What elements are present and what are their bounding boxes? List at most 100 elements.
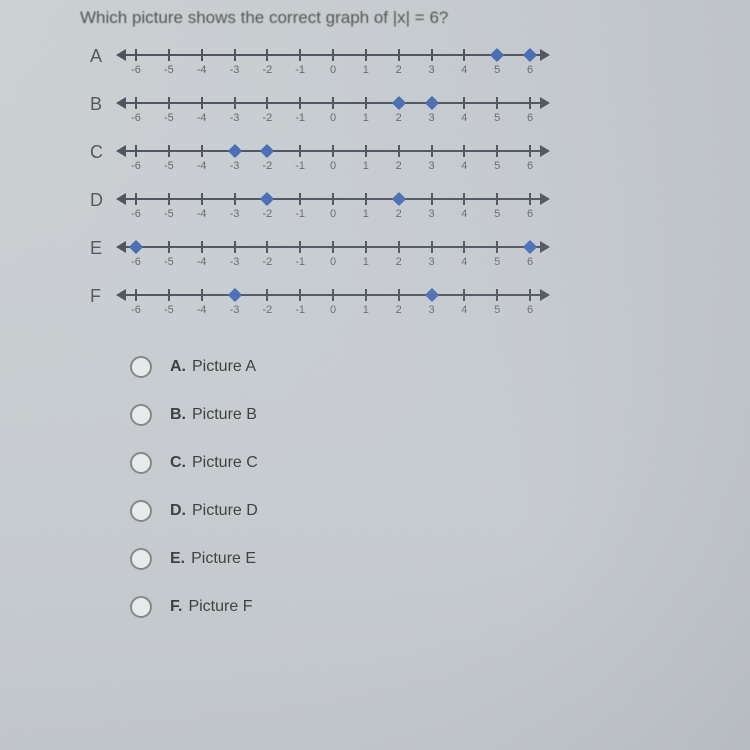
tick-label: 2: [396, 208, 402, 220]
radio-icon[interactable]: [130, 548, 152, 570]
tick-label: 0: [330, 160, 336, 172]
tick-label: 2: [396, 256, 402, 268]
tick-mark: [332, 193, 334, 205]
tick-label: -2: [262, 112, 272, 124]
answer-choice[interactable]: F.Picture F: [130, 596, 750, 618]
answer-choice[interactable]: B.Picture B: [130, 404, 750, 426]
answer-letter: C.: [170, 454, 186, 472]
number-line-label: C: [90, 142, 118, 163]
answer-choice[interactable]: C. Picture C: [130, 452, 750, 474]
tick-label: -5: [164, 64, 174, 76]
tick-label: 2: [396, 304, 402, 316]
tick-label: 1: [363, 64, 369, 76]
number-line-row: E-6-5-4-3-2-10123456: [90, 238, 750, 282]
tick-mark: [168, 49, 170, 61]
tick-label: -1: [295, 160, 305, 172]
tick-mark: [365, 241, 367, 253]
answer-text: Picture D: [192, 502, 258, 520]
plot-point: [260, 192, 274, 206]
arrow-left-icon: [116, 145, 126, 157]
tick-label: 6: [527, 112, 533, 124]
tick-label: -3: [230, 304, 240, 316]
tick-mark: [529, 193, 531, 205]
tick-label: -4: [197, 304, 207, 316]
radio-icon[interactable]: [130, 596, 152, 618]
tick-label: -6: [131, 112, 141, 124]
arrow-right-icon: [540, 241, 550, 253]
tick-label: 1: [363, 112, 369, 124]
number-line-row: D-6-5-4-3-2-10123456: [90, 190, 750, 234]
tick-label: -2: [262, 160, 272, 172]
tick-label: 5: [494, 256, 500, 268]
number-line-label: A: [90, 46, 118, 67]
tick-mark: [463, 241, 465, 253]
question-text: Which picture shows the correct graph of…: [0, 8, 750, 28]
tick-mark: [463, 49, 465, 61]
tick-mark: [135, 49, 137, 61]
number-line: -6-5-4-3-2-10123456: [118, 94, 548, 134]
tick-label: 2: [396, 112, 402, 124]
tick-mark: [234, 97, 236, 109]
arrow-left-icon: [116, 241, 126, 253]
tick-mark: [463, 289, 465, 301]
answer-choice[interactable]: E.Picture E: [130, 548, 750, 570]
tick-mark: [463, 97, 465, 109]
answer-choice[interactable]: A.Picture A: [130, 356, 750, 378]
radio-icon[interactable]: [130, 500, 152, 522]
tick-mark: [398, 145, 400, 157]
tick-mark: [332, 289, 334, 301]
answer-text: Picture C: [192, 454, 258, 472]
tick-mark: [266, 97, 268, 109]
tick-label: -5: [164, 112, 174, 124]
tick-mark: [299, 193, 301, 205]
tick-label: 0: [330, 208, 336, 220]
tick-mark: [201, 97, 203, 109]
number-line: -6-5-4-3-2-10123456: [118, 142, 548, 182]
tick-mark: [332, 145, 334, 157]
tick-label: 3: [428, 304, 434, 316]
answer-letter: E.: [170, 550, 185, 568]
tick-label: -3: [230, 64, 240, 76]
tick-label: 3: [428, 256, 434, 268]
tick-label: -4: [197, 208, 207, 220]
tick-label: -2: [262, 256, 272, 268]
tick-mark: [201, 241, 203, 253]
answer-text: Picture B: [192, 406, 257, 424]
tick-mark: [496, 289, 498, 301]
tick-label: 1: [363, 160, 369, 172]
tick-mark: [135, 193, 137, 205]
tick-mark: [332, 241, 334, 253]
tick-label: 4: [461, 112, 467, 124]
answer-letter: A.: [170, 358, 186, 376]
tick-label: 0: [330, 112, 336, 124]
arrow-right-icon: [540, 97, 550, 109]
answer-choice[interactable]: D.Picture D: [130, 500, 750, 522]
tick-label: 6: [527, 160, 533, 172]
arrow-left-icon: [116, 97, 126, 109]
tick-label: 1: [363, 208, 369, 220]
tick-label: -5: [164, 208, 174, 220]
plot-point: [227, 144, 241, 158]
tick-label: -5: [164, 256, 174, 268]
radio-icon[interactable]: [130, 452, 152, 474]
radio-icon[interactable]: [130, 404, 152, 426]
tick-mark: [365, 49, 367, 61]
radio-icon[interactable]: [130, 356, 152, 378]
tick-mark: [135, 97, 137, 109]
tick-mark: [201, 145, 203, 157]
tick-mark: [529, 97, 531, 109]
tick-mark: [299, 49, 301, 61]
tick-mark: [234, 193, 236, 205]
tick-label: 3: [428, 112, 434, 124]
tick-mark: [168, 289, 170, 301]
arrow-right-icon: [540, 145, 550, 157]
tick-label: -2: [262, 304, 272, 316]
tick-mark: [332, 97, 334, 109]
tick-label: 6: [527, 256, 533, 268]
tick-mark: [398, 241, 400, 253]
arrow-right-icon: [540, 49, 550, 61]
number-line: -6-5-4-3-2-10123456: [118, 238, 548, 278]
tick-mark: [529, 145, 531, 157]
tick-mark: [299, 97, 301, 109]
tick-label: -3: [230, 112, 240, 124]
